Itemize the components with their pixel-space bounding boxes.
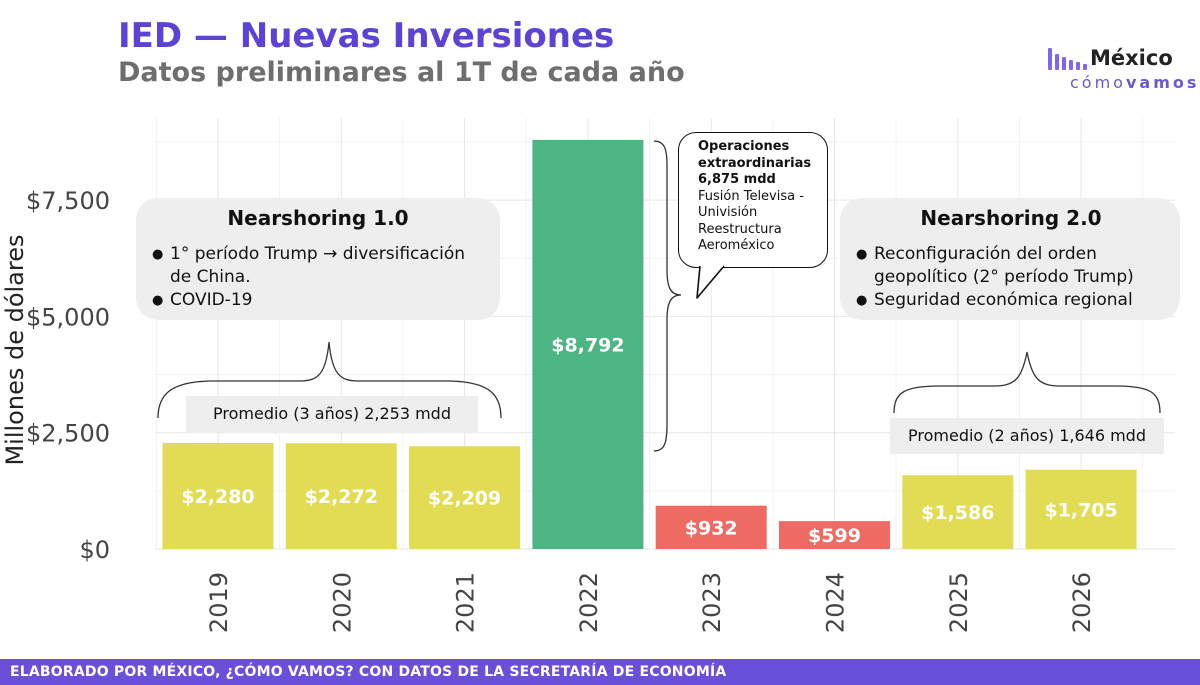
bar-value-labels: $2,280 $2,272 $2,209 $8,792 $932 $599 $1,586 $1… — [181, 335, 1117, 548]
nearshoring-1-bullet: 1° período Trump → diversificación de Ch… — [152, 243, 484, 289]
logo-tagline-a: cómo — [1070, 73, 1126, 92]
bar-value-label: $1,586 — [921, 502, 994, 524]
nearshoring-1-bullet: COVID-19 — [152, 289, 484, 312]
logo-tagline: cómovamos — [1070, 73, 1199, 93]
footer-bar: ELABORADO POR MÉXICO, ¿CÓMO VAMOS? CON D… — [0, 659, 1200, 685]
nearshoring-1-title: Nearshoring 1.0 — [227, 206, 409, 230]
nearshoring-2-box: Nearshoring 2.0 Reconfiguración del orde… — [840, 198, 1180, 320]
x-tick-label: 2023 — [698, 572, 726, 633]
bar-value-label: $932 — [685, 517, 738, 539]
footer-source: ELABORADO POR MÉXICO, ¿CÓMO VAMOS? CON D… — [10, 664, 727, 680]
logo-tagline-b: vamos — [1125, 73, 1200, 92]
nearshoring-2-title: Nearshoring 2.0 — [920, 206, 1102, 230]
bar-2022 — [532, 140, 644, 549]
mexico-como-vamos-logo: México cómovamos — [1048, 28, 1196, 98]
callout-item: Reestructura Aeroméxico — [698, 221, 782, 254]
x-tick-label: 2022 — [575, 572, 603, 633]
x-tick-label: 2026 — [1068, 572, 1096, 633]
nearshoring-2-bullet: Reconfiguración del orden geopolítico (2… — [856, 243, 1166, 289]
brace-nearshoring-2 — [893, 351, 1161, 414]
y-tick-labels: $0 $2,500 $5,000 $7,500 — [26, 187, 110, 564]
bar-value-label: $8,792 — [551, 335, 624, 357]
x-tick-label: 2020 — [328, 572, 356, 633]
average-2-label: Promedio (2 años) 1,646 mdd — [890, 418, 1164, 454]
bar-2019 — [162, 442, 274, 549]
braces — [157, 140, 1161, 452]
bar-value-label: $1,705 — [1044, 499, 1117, 521]
grid-lines — [155, 118, 1175, 550]
logo-bars-icon — [1048, 30, 1100, 70]
x-tick-labels: 2019 2020 2021 2022 2023 2024 2025 2026 — [205, 572, 1096, 633]
chart-title: IED — Nuevas Inversiones — [118, 16, 615, 56]
y-tick-label: $5,000 — [26, 303, 110, 331]
bar-2023 — [655, 505, 767, 549]
callout-item: Fusión Televisa - Univisión — [698, 188, 804, 221]
nearshoring-1-box: Nearshoring 1.0 1° período Trump → diver… — [136, 198, 500, 320]
bar-value-label: $2,280 — [181, 486, 254, 508]
bar-2024 — [779, 521, 890, 549]
bar-2021 — [409, 446, 521, 549]
extraordinary-operations-callout: Operaciones extraordinarias 6,875 mdd Fu… — [678, 132, 828, 268]
x-tick-label: 2019 — [205, 572, 233, 633]
x-tick-label: 2021 — [452, 572, 480, 633]
bar-2020 — [285, 443, 397, 549]
x-tick-label: 2024 — [822, 572, 850, 633]
chart-subtitle: Datos preliminares al 1T de cada año — [118, 57, 685, 88]
bar-chart: $2,280 $2,272 $2,209 $8,792 $932 $599 $1,586 $1… — [26, 118, 1175, 633]
logo-name: México — [1090, 46, 1173, 70]
nearshoring-2-bullet: Seguridad económica regional — [856, 289, 1166, 312]
bar-2025 — [902, 475, 1014, 549]
bar-2026 — [1025, 469, 1137, 549]
bars — [162, 140, 1137, 549]
y-tick-label: $0 — [79, 536, 110, 564]
bar-value-label: $2,272 — [305, 486, 378, 508]
brace-nearshoring-1 — [157, 341, 502, 419]
y-tick-label: $2,500 — [26, 420, 110, 448]
average-1-label: Promedio (3 años) 2,253 mdd — [186, 396, 478, 432]
x-tick-label: 2025 — [945, 572, 973, 633]
bar-value-label: $2,209 — [428, 488, 501, 510]
callout-heading: Operaciones extraordinarias — [698, 139, 812, 171]
bar-value-label: $599 — [808, 525, 861, 547]
callout-amount: 6,875 mdd — [698, 172, 776, 187]
y-tick-label: $7,500 — [26, 187, 110, 215]
brace-extraordinary — [653, 140, 682, 452]
